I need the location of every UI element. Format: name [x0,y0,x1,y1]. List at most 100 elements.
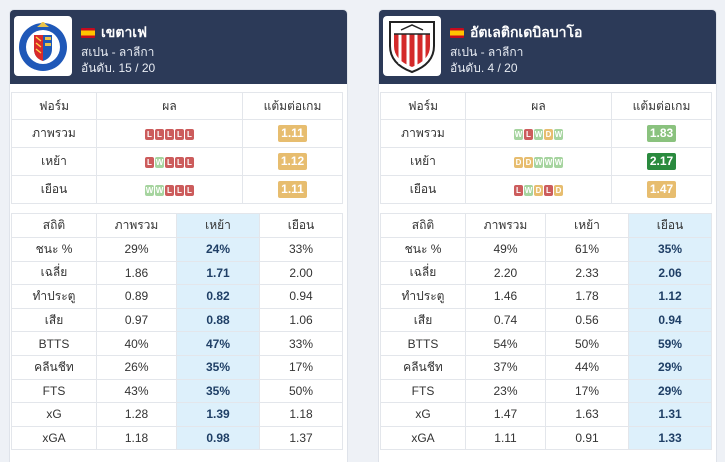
form-label: เหย้า [11,147,97,176]
ppg-cell: 1.83 [611,119,712,148]
result-badge[interactable]: W [534,156,543,168]
stat-value: 0.74 [465,307,546,333]
ppg-badge: 1.83 [647,125,676,142]
stat-value: 35% [176,354,260,380]
col-home[interactable]: เหย้า [545,213,629,238]
result-badge[interactable]: W [145,184,154,196]
league-name[interactable]: สเปน - ลาลีกา [81,45,155,59]
form-row: ภาพรวม W L W D W 1.83 [380,119,712,148]
result-badge[interactable]: W [534,128,543,140]
result-badge[interactable]: D [514,156,523,168]
team-name-text[interactable]: อัตเลติกเดบิลบาโอ [470,24,583,40]
stat-label: คลีนชีท [11,354,97,380]
ppg-badge: 1.47 [647,181,676,198]
result-badge[interactable]: L [155,128,164,140]
form-row: เหย้า D D W W W 2.17 [380,147,712,176]
result-badge[interactable]: W [155,184,164,196]
result-badge[interactable]: L [175,128,184,140]
stat-value: 1.06 [259,307,343,333]
team-logo[interactable] [383,16,441,76]
league-rank: อันดับ. 15 / 20 [81,61,156,75]
team-header: อัตเลติกเดบิลบาโอ สเปน - ลาลีกา อันดับ. … [379,10,716,84]
stats-row: คลีนชีท 26% 35% 17% [11,354,343,380]
stats-rows: ชนะ % 29% 24% 33% เฉลี่ย 1.86 1.71 2.00 ทำประตู 0… [11,237,343,451]
team-name-text[interactable]: เขตาเฟ [101,24,148,40]
stat-value: 1.31 [628,402,712,427]
stat-value: 24% [176,237,260,262]
result-badge[interactable]: L [514,184,523,196]
stat-value: 29% [628,378,712,404]
result-badge[interactable]: L [165,156,174,168]
ppg-cell: 1.12 [242,147,343,176]
stat-value: 50% [545,331,629,356]
stat-value: 1.71 [176,260,260,286]
result-badge[interactable]: W [514,128,523,140]
stat-value: 1.18 [96,425,177,451]
stat-value: 35% [628,237,712,262]
stat-value: 0.98 [176,425,260,451]
stat-value: 2.00 [259,260,343,286]
stats-table: สถิติ ภาพรวม เหย้า เยือน ชนะ % 49% 61% 35% เ… [380,213,712,451]
form-label: ภาพรวม [11,119,97,148]
stat-value: 2.20 [465,260,546,286]
col-overall[interactable]: ภาพรวม [96,213,177,238]
result-badge[interactable]: L [165,184,174,196]
result-badge[interactable]: L [185,156,194,168]
result-badge[interactable]: L [145,156,154,168]
stat-value: 2.33 [545,260,629,286]
result-badge[interactable]: L [165,128,174,140]
result-badge[interactable]: L [544,184,553,196]
result-badge[interactable]: L [524,128,533,140]
stat-label: ทำประตู [11,284,97,309]
team-name[interactable]: เขตาเฟ [81,22,147,44]
stat-value: 1.37 [259,425,343,451]
result-badge[interactable]: L [175,184,184,196]
result-badge[interactable]: D [534,184,543,196]
result-badge[interactable]: L [145,128,154,140]
result-badge[interactable]: L [185,184,194,196]
ppg-badge: 1.11 [278,125,307,142]
stat-value: 1.18 [259,402,343,427]
ppg-cell: 1.11 [242,175,343,204]
col-away[interactable]: เยือน [628,213,712,238]
col-overall[interactable]: ภาพรวม [465,213,546,238]
result-badge[interactable]: D [524,156,533,168]
stats-row: xG 1.28 1.39 1.18 [11,402,343,427]
result-badge[interactable]: W [544,156,553,168]
stat-label: ชนะ % [11,237,97,262]
stats-rows: ชนะ % 49% 61% 35% เฉลี่ย 2.20 2.33 2.06 ทำประตู 1… [380,237,712,451]
spain-flag-icon [450,28,464,38]
form-label: เยือน [380,175,466,204]
form-label: เยือน [11,175,97,204]
col-away[interactable]: เยือน [259,213,343,238]
stat-value: 1.33 [628,425,712,451]
stat-value: 0.88 [176,307,260,333]
league-name[interactable]: สเปน - ลาลีกา [450,45,524,59]
stat-value: 44% [545,354,629,380]
result-badge[interactable]: W [554,128,563,140]
form-row: เยือน W W L L L 1.11 [11,175,343,204]
league-rank: อันดับ. 4 / 20 [450,61,518,75]
stats-row: BTTS 40% 47% 33% [11,331,343,356]
stats-row: เฉลี่ย 1.86 1.71 2.00 [11,260,343,286]
result-badge[interactable]: D [554,184,563,196]
stat-value: 43% [96,378,177,404]
result-badge[interactable]: W [554,156,563,168]
result-badge[interactable]: W [155,156,164,168]
result-badge[interactable]: L [185,128,194,140]
result-badge[interactable]: L [175,156,184,168]
team-name[interactable]: อัตเลติกเดบิลบาโอ [450,22,582,44]
stat-value: 17% [259,354,343,380]
result-badge[interactable]: W [524,184,533,196]
stat-value: 37% [465,354,546,380]
form-row: เยือน L W D L D 1.47 [380,175,712,204]
team-logo[interactable] [14,16,72,76]
stat-value: 1.28 [96,402,177,427]
stat-label: เสีย [380,307,466,333]
result-badge[interactable]: D [544,128,553,140]
col-home[interactable]: เหย้า [176,213,260,238]
stat-value: 40% [96,331,177,356]
